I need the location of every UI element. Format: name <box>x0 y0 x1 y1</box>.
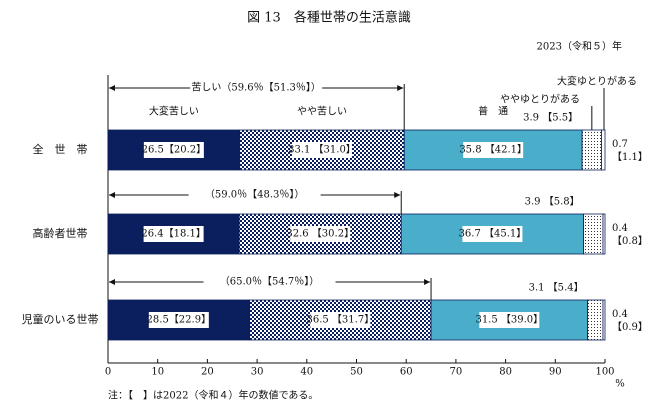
label-bg <box>148 312 209 328</box>
value-label: 36.7 【45.1】 <box>459 228 527 240</box>
value-label: 35.8 【42.1】 <box>459 144 527 156</box>
value-label: 31.5 【39.0】 <box>475 314 543 326</box>
label-bg <box>310 312 371 328</box>
annotation-bg <box>188 187 321 203</box>
value-label: 3.1 【5.4】 <box>529 282 584 294</box>
bar-segment <box>602 213 606 255</box>
subtitle: 2023（令和５）年 <box>537 40 622 53</box>
label-bg <box>462 226 523 242</box>
category-label: 全 世 帯 <box>33 142 88 156</box>
label-bg <box>479 312 540 328</box>
series-label: ややゆとりがある <box>500 93 580 106</box>
value-label: 26.5【20.2】 <box>142 144 207 156</box>
value-label: 32.6 【30.2】 <box>286 228 354 240</box>
bar-segment <box>238 213 402 255</box>
series-label: やや苦しい <box>297 105 347 118</box>
value-label: 33.1 【31.0】 <box>288 144 356 156</box>
bar-segment <box>587 299 604 341</box>
series-label: 普 通 <box>478 105 508 118</box>
x-tick-label: 60 <box>400 367 413 378</box>
value-label: 3.9 【5.5】 <box>523 112 578 124</box>
annotation: （65.0％【54.7％】） <box>220 276 320 288</box>
label-bg <box>143 142 204 158</box>
bar-segment <box>581 129 602 171</box>
value-label: 0.4 【0.8】 <box>612 223 648 247</box>
label-bg <box>291 142 352 158</box>
x-unit: % <box>615 379 625 390</box>
chart-title: 図 13 各種世帯の生活意識 <box>247 10 411 26</box>
annotation-bg <box>203 274 336 290</box>
annotation: 苦しい（59.6％【51.3％】） <box>191 81 321 94</box>
bar-segment <box>583 213 604 255</box>
annotation: （59.0％【48.3％】） <box>205 189 305 201</box>
x-tick-label: 10 <box>151 367 164 378</box>
x-tick-label: 80 <box>499 367 512 378</box>
value-label: 0.7 【1.1】 <box>612 139 648 163</box>
x-tick-label: 30 <box>251 367 264 378</box>
x-tick-label: 40 <box>300 367 313 378</box>
bar-segment <box>602 299 606 341</box>
series-label: 大変苦しい <box>149 105 199 118</box>
annotation-bg <box>190 80 323 96</box>
x-tick-label: 20 <box>201 367 214 378</box>
label-bg <box>143 226 204 242</box>
bar-segment <box>601 129 606 171</box>
label-bg <box>290 226 351 242</box>
value-label: 26.4【18.1】 <box>141 228 206 240</box>
x-tick-label: 100 <box>595 367 614 378</box>
category-label: 高齢者世帯 <box>33 226 88 240</box>
value-label: 0.4 【0.9】 <box>612 309 648 333</box>
value-label: 3.9 【5.8】 <box>525 196 580 208</box>
value-label: 28.5【22.9】 <box>147 314 212 326</box>
bar-segment <box>249 299 432 341</box>
label-bg <box>463 142 524 158</box>
value-label: 36.5 【31.7】 <box>306 314 374 326</box>
category-label: 児童のいる世帯 <box>22 312 99 326</box>
x-tick-label: 50 <box>350 367 363 378</box>
x-tick-label: 0 <box>105 367 111 378</box>
x-tick-label: 90 <box>549 367 562 378</box>
x-tick-label: 70 <box>450 367 463 378</box>
note: 注：【 】は2022（令和４）年の数値である。 <box>108 389 318 402</box>
series-label: 大変ゆとりがある <box>557 75 637 88</box>
